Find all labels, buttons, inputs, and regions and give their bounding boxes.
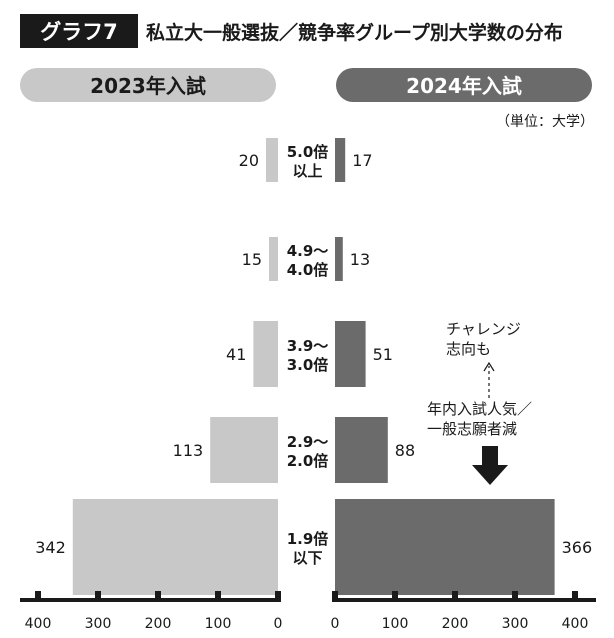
category-label-line2: 2.0倍 xyxy=(287,452,329,470)
right-axis-tick-label: 0 xyxy=(331,616,340,632)
bar-2024-value-label: 366 xyxy=(562,538,593,557)
annotation-decline-line1: 年内入試人気／ xyxy=(427,400,532,418)
panel-headers: 2023年入試 2024年入試 xyxy=(20,68,592,102)
annotations: チャレンジ 志向も 年内入試人気／ 一般志願者減 xyxy=(427,320,532,485)
left-axis-tick-label: 0 xyxy=(274,616,283,632)
bar-2024-value-label: 88 xyxy=(395,441,415,460)
right-axis-tick-label: 300 xyxy=(502,616,529,632)
right-axis-tick xyxy=(512,591,518,602)
dashed-up-arrow-head xyxy=(483,361,495,372)
chart-title: 私立大一般選抜／競争率グループ別大学数の分布 xyxy=(146,21,563,44)
bar-2023-value-label: 113 xyxy=(173,441,204,460)
left-panel-pill xyxy=(20,68,276,102)
bar-2023 xyxy=(210,417,278,483)
left-axis-tick xyxy=(215,591,221,602)
left-axis-tick-label: 300 xyxy=(85,616,112,632)
bar-2024 xyxy=(335,417,388,483)
right-axis-tick xyxy=(332,591,338,602)
left-axis-tick xyxy=(275,591,281,602)
bar-2023 xyxy=(72,499,278,595)
right-panel-pill xyxy=(336,68,592,102)
axes-group: 400 300 200 100 0 0 100 200 300 400 xyxy=(20,591,596,632)
category-label-line2: 4.0倍 xyxy=(287,261,329,279)
annotation-decline-line2: 一般志願者減 xyxy=(427,420,517,438)
right-panel-title: 2024年入試 xyxy=(406,74,522,98)
right-axis-tick xyxy=(572,591,578,602)
bar-2024 xyxy=(335,499,555,595)
category-label-line1: 2.9～ xyxy=(287,433,329,451)
bar-2023-value-label: 41 xyxy=(226,345,246,364)
chart-header: グラフ7 私立大一般選抜／競争率グループ別大学数の分布 xyxy=(20,14,563,48)
bar-2024-value-label: 51 xyxy=(373,345,393,364)
bar-2023-value-label: 15 xyxy=(242,250,262,269)
left-axis-tick-label: 100 xyxy=(205,616,232,632)
category-label-line1: 1.9倍 xyxy=(287,530,329,548)
left-axis-tick xyxy=(155,591,161,602)
right-axis-tick-label: 400 xyxy=(562,616,589,632)
bar-2023-value-label: 342 xyxy=(35,538,66,557)
bar-2024 xyxy=(335,321,366,387)
bar-2023-value-label: 20 xyxy=(239,151,259,170)
bar-2023 xyxy=(269,237,278,281)
header-label: グラフ7 xyxy=(40,20,118,44)
right-axis-tick xyxy=(452,591,458,602)
annotation-challenge-line1: チャレンジ xyxy=(446,320,521,338)
bar-2023 xyxy=(266,138,278,182)
bar-2024 xyxy=(335,138,346,182)
bar-2023 xyxy=(253,321,278,387)
category-label-line2: 以下 xyxy=(292,549,322,567)
right-axis-tick-label: 200 xyxy=(442,616,469,632)
unit-note: （単位：大学） xyxy=(496,114,594,130)
category-label-line2: 以上 xyxy=(292,162,322,180)
right-axis-tick xyxy=(392,591,398,602)
left-axis-tick-label: 200 xyxy=(145,616,172,632)
right-axis-tick-label: 100 xyxy=(382,616,409,632)
category-label-line1: 4.9～ xyxy=(287,242,329,260)
category-label-line1: 3.9～ xyxy=(287,337,329,355)
annotation-challenge-line2: 志向も xyxy=(446,340,491,358)
bar-2024-value-label: 13 xyxy=(350,250,370,269)
down-arrow-icon xyxy=(472,446,508,485)
category-label-line1: 5.0倍 xyxy=(287,143,329,161)
left-axis-tick-label: 400 xyxy=(25,616,52,632)
category-label-line2: 3.0倍 xyxy=(287,356,329,374)
left-axis-tick xyxy=(35,591,41,602)
header-label-box xyxy=(20,14,138,48)
left-panel-title: 2023年入試 xyxy=(90,74,206,98)
bar-2024 xyxy=(335,237,343,281)
left-axis-tick xyxy=(95,591,101,602)
bar-2024-value-label: 17 xyxy=(352,151,372,170)
